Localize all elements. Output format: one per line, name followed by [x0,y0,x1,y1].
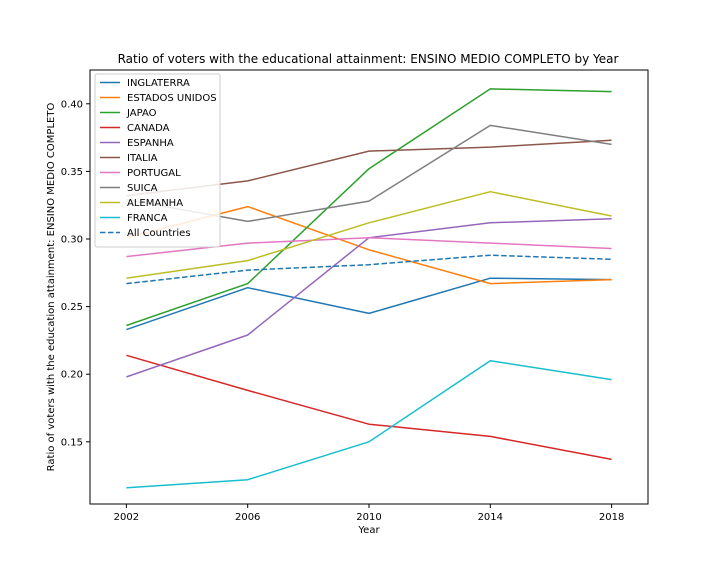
y-tick-label: 0.30 [61,235,83,246]
series-line-all-countries [126,254,612,285]
x-axis-title: Year [357,525,380,536]
series-line-canada [126,354,612,461]
legend-label: ESPANHA [127,138,174,149]
series-line-portugal [126,236,612,258]
legend-label: ESTADOS UNIDOS [127,93,217,104]
legend-label: CANADA [127,123,170,134]
legend-label: PORTUGAL [127,168,181,179]
y-tick-label: 0.15 [61,437,83,448]
legend-box [94,73,221,248]
series-line-alemanha [126,190,612,279]
legend-label: ALEMANHA [127,198,183,209]
x-tick-label: 2010 [356,512,381,523]
legend: INGLATERRA ESTADOS UNIDOS JAPAO CANADA ESPAN… [94,73,221,248]
series-line-inglaterra [126,277,612,331]
x-tick-label: 2006 [235,512,260,523]
legend-label: SUICA [127,183,158,194]
y-axis-title: Ratio of voters with the education attai… [46,103,57,472]
legend-label: FRANCA [127,213,168,224]
series-line-franca [126,359,612,489]
series-line-japao [126,88,612,327]
y-axis: 0.15 0.20 0.25 0.30 0.35 0.40 [61,99,90,448]
legend-label: ITALIA [127,153,158,164]
x-axis: 2002 2006 2010 2014 2018 [114,504,624,523]
x-tick-label: 2018 [599,512,624,523]
legend-label: INGLATERRA [127,78,190,89]
y-tick-label: 0.20 [61,370,83,381]
y-tick-label: 0.35 [61,167,83,178]
x-tick-label: 2002 [114,512,139,523]
y-tick-label: 0.25 [61,302,83,313]
y-tick-label: 0.40 [61,99,83,110]
x-tick-label: 2014 [478,512,503,523]
legend-label: All Countries [127,228,191,239]
chart-title: Ratio of voters with the educational att… [118,52,619,66]
legend-label: JAPAO [126,108,157,119]
